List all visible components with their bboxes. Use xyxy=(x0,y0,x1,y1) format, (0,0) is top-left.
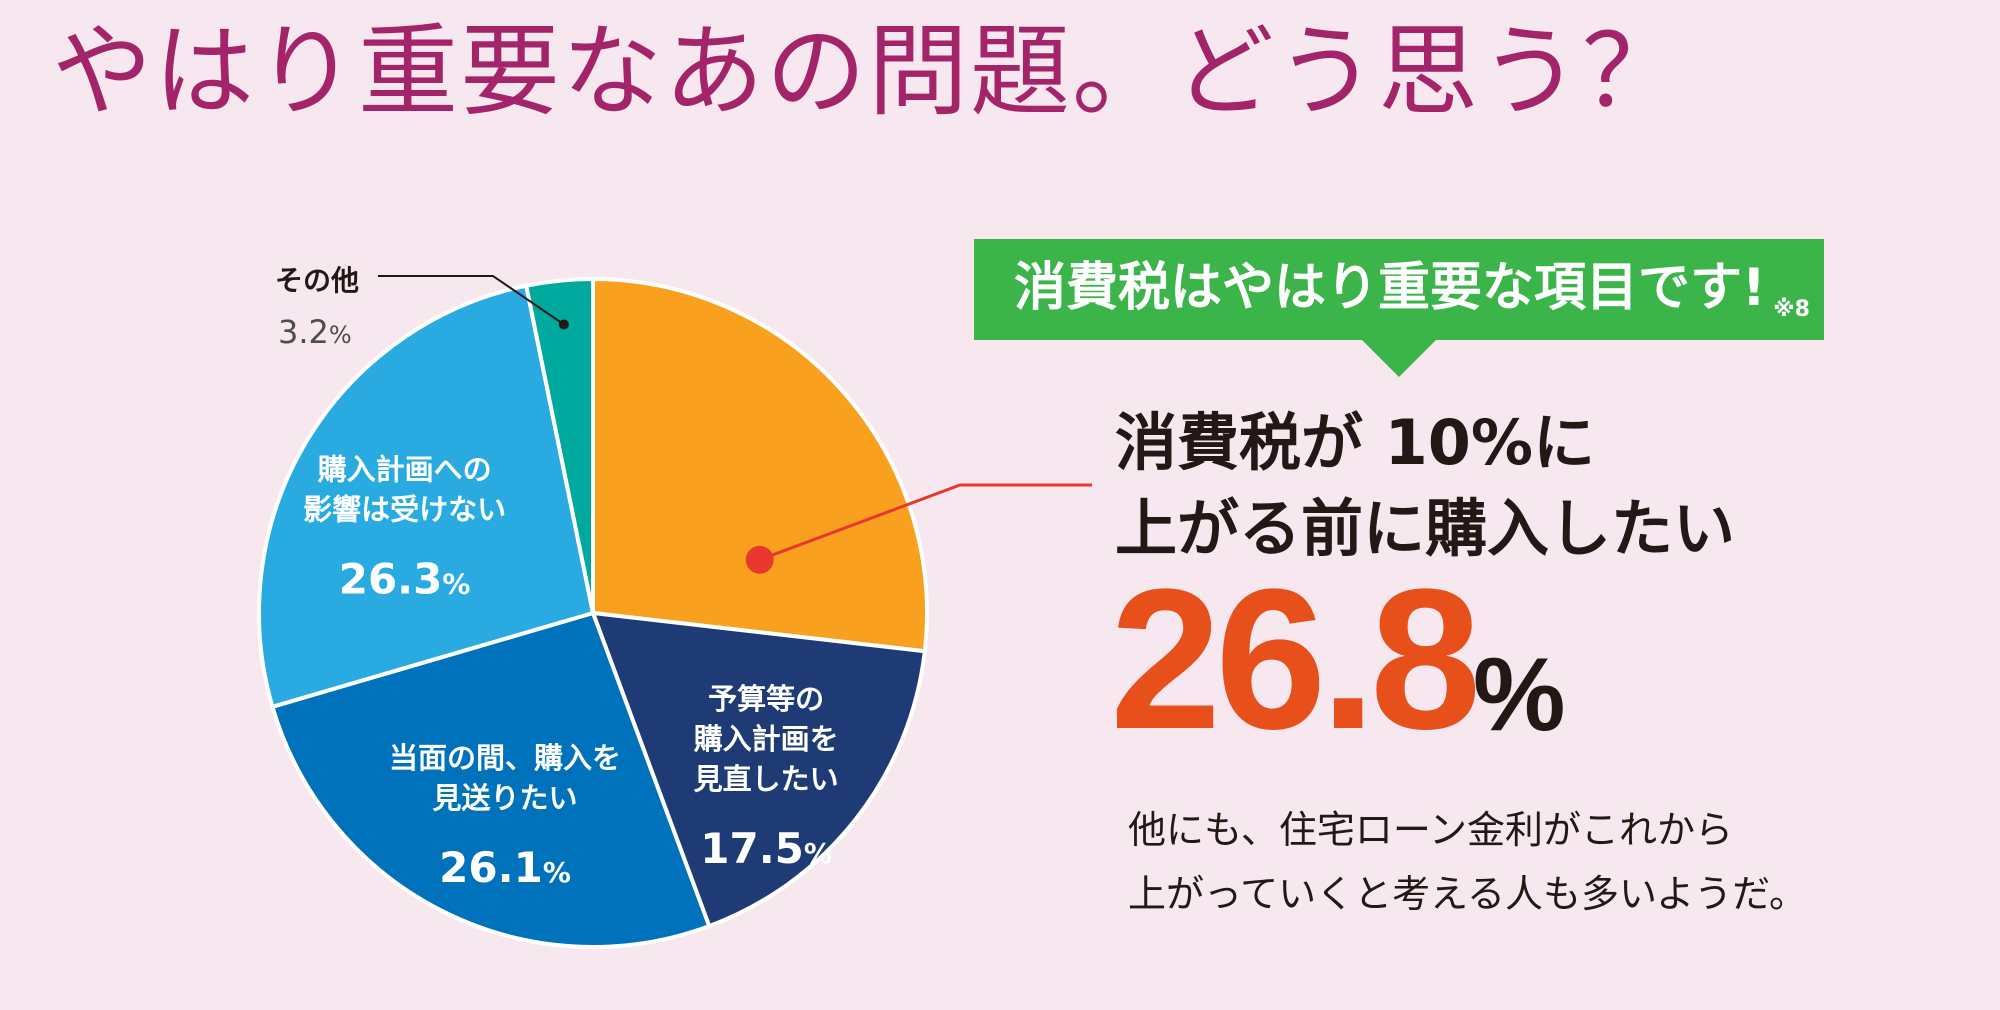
leader-dot xyxy=(745,545,774,574)
leader-line xyxy=(759,483,1092,562)
pie-slice xyxy=(269,610,712,949)
banner-footnote: ※8 xyxy=(1773,297,1810,322)
highlight-headline: 消費税が 10%に 上がる前に購入したい xyxy=(1115,400,1735,572)
highlight-banner: 消費税はやはり重要な項目です! ※8 xyxy=(974,239,1824,340)
highlight-value: 26.8 xyxy=(1110,548,1481,771)
slice-label: 見送りたい xyxy=(433,781,578,815)
pie-slice xyxy=(591,276,929,654)
slice-label: 予算等の xyxy=(708,682,824,716)
slice-label: 影響は受けない xyxy=(303,492,506,526)
pie-slice xyxy=(257,283,596,710)
headline-line-1: 消費税が 10%に xyxy=(1115,406,1595,479)
pie-slice xyxy=(589,610,928,929)
slice-label: 購入計画を xyxy=(694,722,839,756)
commentary-note: 他にも、住宅ローン金利がこれから 上がっていくと考える人も多いようだ。 xyxy=(1128,798,1807,926)
banner-pointer-arrow xyxy=(1361,339,1437,377)
other-label: その他 xyxy=(275,264,359,297)
page-title: やはり重要なあの問題。どう思う？ xyxy=(52,13,1684,130)
pie-slice xyxy=(523,276,595,614)
slice-label: 当面の間、購入を xyxy=(389,741,621,775)
slice-label: 見直したい xyxy=(694,762,839,796)
note-line-2: 上がっていくと考える人も多いようだ。 xyxy=(1128,872,1808,916)
banner-text: 消費税はやはり重要な項目です! xyxy=(1014,258,1766,318)
other-leader-line xyxy=(378,275,565,326)
other-value: 3.2% xyxy=(278,313,352,351)
highlight-unit: % xyxy=(1473,637,1566,753)
slice-label: 購入計画への xyxy=(318,452,492,486)
other-leader-dot xyxy=(558,319,569,330)
note-line-1: 他にも、住宅ローン金利がこれから xyxy=(1128,808,1733,852)
headline-line-2: 上がる前に購入したい xyxy=(1115,492,1736,565)
